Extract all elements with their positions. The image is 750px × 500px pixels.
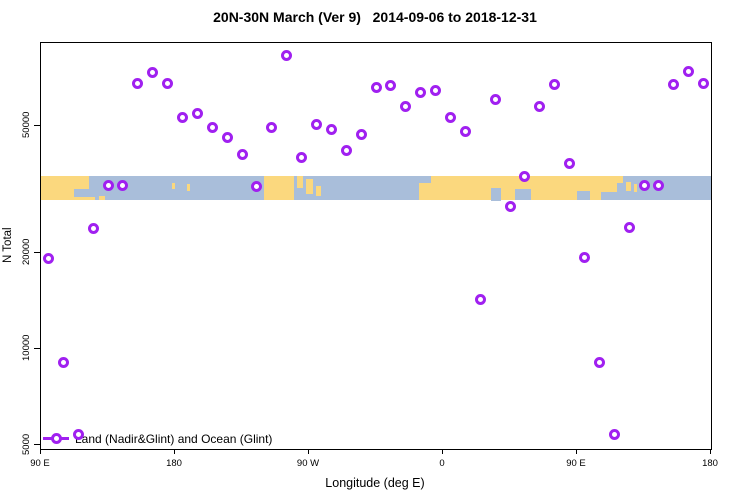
data-point [683, 66, 695, 78]
data-point [504, 200, 516, 212]
data-point [340, 145, 352, 157]
data-point [42, 253, 54, 265]
data-point [132, 77, 144, 89]
y-tick-label: 5000 [21, 433, 32, 455]
y-axis-label: N Total [2, 227, 14, 263]
data-point [549, 78, 561, 90]
land-segment [41, 196, 95, 201]
plot-title: 20N-30N March (Ver 9) 2014-09-06 to 2018… [213, 9, 537, 25]
data-point [489, 93, 501, 105]
land-segment [99, 195, 106, 201]
land-segment [73, 175, 89, 190]
data-point [355, 129, 367, 141]
y-tick-mark [34, 251, 40, 253]
x-tick-label: 180 [166, 458, 182, 469]
data-point [415, 86, 427, 98]
data-point [459, 126, 471, 138]
ocean-notch [600, 191, 624, 201]
data-point [221, 132, 233, 144]
legend: Land (Nadir&Glint) and Ocean (Glint) [43, 431, 273, 446]
x-axis-title: Longitude (deg E) [325, 476, 425, 490]
data-point [519, 171, 531, 183]
y-tick-mark [34, 348, 40, 349]
map-band [41, 175, 711, 201]
data-point [444, 111, 456, 123]
land-segment [264, 175, 295, 201]
x-tick-label: 90 E [566, 458, 586, 469]
y-tick-label: 20000 [21, 238, 32, 266]
land-segment [186, 184, 190, 191]
data-point [593, 356, 605, 368]
land-segment [172, 183, 175, 190]
y-tick-label: 50000 [21, 111, 32, 139]
x-tick-mark [174, 449, 175, 454]
data-point [668, 78, 680, 90]
data-point [236, 149, 248, 161]
data-point [191, 107, 203, 119]
data-point [281, 49, 293, 61]
data-point [564, 158, 576, 170]
ocean-notch [577, 190, 591, 201]
x-tick-mark [308, 449, 309, 454]
x-tick-mark [40, 449, 41, 454]
data-point [87, 222, 99, 234]
x-tick-mark [710, 449, 711, 454]
data-point [206, 122, 218, 134]
x-tick-label: 90 W [296, 458, 320, 469]
data-point [653, 180, 665, 192]
ocean-notch [490, 188, 501, 201]
data-point [72, 428, 84, 440]
land-segment [306, 179, 314, 195]
data-point [474, 293, 486, 305]
data-point [251, 181, 263, 192]
data-point [162, 77, 174, 89]
x-tick-label: 90 E [30, 458, 50, 469]
data-point [310, 119, 322, 131]
data-point [370, 82, 382, 93]
data-point [534, 100, 546, 112]
y-tick-mark [34, 125, 40, 126]
data-point [638, 180, 650, 192]
land-segment [633, 184, 637, 192]
plot-area: Land (Nadir&Glint) and Ocean (Glint) [40, 42, 712, 450]
x-tick-mark [576, 449, 577, 454]
data-point [578, 251, 590, 263]
ocean-notch [617, 183, 624, 201]
data-point [102, 180, 114, 192]
data-point [400, 100, 412, 112]
data-point [623, 221, 635, 233]
ocean-notch [514, 189, 531, 201]
data-point [266, 122, 278, 134]
data-point [608, 428, 620, 440]
data-point [385, 79, 397, 91]
land-segment [297, 175, 304, 189]
legend-line-marker [43, 433, 69, 444]
data-point [117, 180, 129, 192]
data-point [147, 66, 159, 78]
data-point [325, 124, 337, 136]
ocean-notch [419, 175, 432, 184]
y-tick-label: 10000 [21, 334, 32, 362]
y-tick-mark [34, 444, 40, 445]
data-point [176, 111, 188, 123]
land-segment [41, 175, 74, 201]
data-point [296, 152, 308, 164]
data-point [430, 84, 442, 96]
legend-label: Land (Nadir&Glint) and Ocean (Glint) [75, 431, 273, 446]
land-segment [316, 185, 321, 196]
x-tick-label: 180 [702, 458, 718, 469]
data-point [698, 77, 710, 89]
data-point [57, 356, 69, 368]
x-tick-mark [442, 449, 443, 454]
legend-circle-marker [51, 433, 62, 444]
land-segment [626, 181, 631, 191]
x-tick-label: 0 [439, 458, 445, 469]
